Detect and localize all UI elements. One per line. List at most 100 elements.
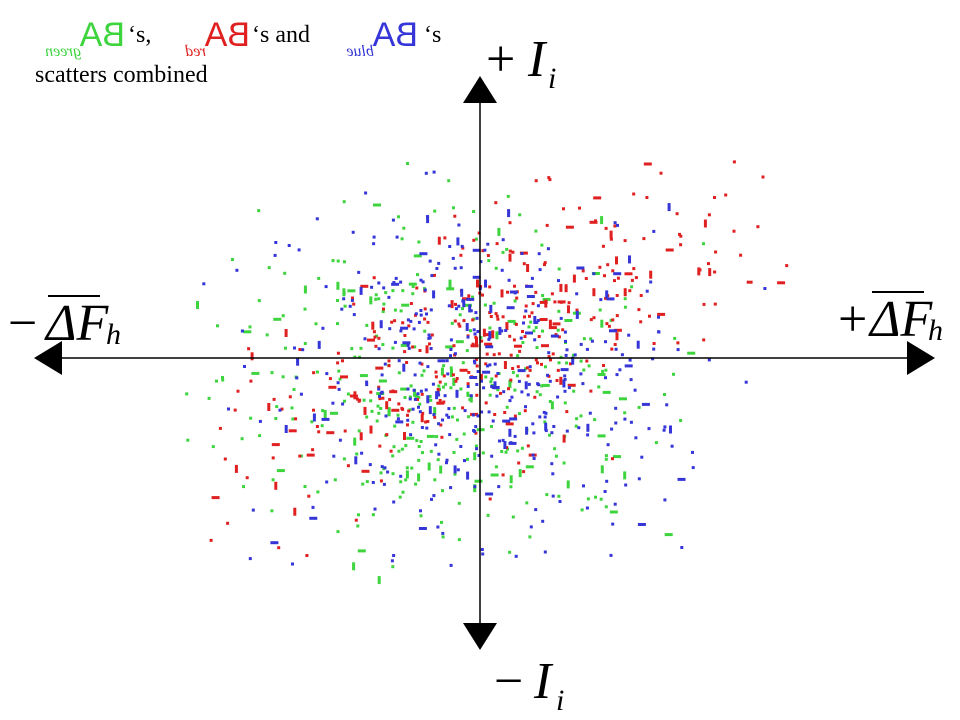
scatter-dot bbox=[567, 301, 571, 305]
scatter-dot bbox=[552, 322, 561, 326]
scatter-dot bbox=[486, 513, 490, 517]
scatter-dot bbox=[519, 251, 528, 255]
scatter-dot bbox=[663, 498, 667, 502]
scatter-dot bbox=[448, 245, 452, 248]
scatter-dot bbox=[357, 270, 361, 274]
scatter-dot bbox=[364, 191, 368, 195]
scatter-dot bbox=[542, 297, 551, 301]
scatter-dot bbox=[637, 308, 641, 312]
scatter-dot bbox=[486, 254, 490, 257]
scatter-dot bbox=[439, 423, 443, 427]
scatter-dot bbox=[488, 363, 492, 367]
scatter-dot bbox=[432, 290, 436, 299]
scatter-dot bbox=[426, 434, 435, 438]
scatter-dot bbox=[615, 314, 619, 318]
scatter-dot bbox=[413, 345, 417, 349]
title: BA green ‘s, BA red ‘s and BA blue ‘s sc… bbox=[35, 16, 441, 88]
scatter-dot bbox=[548, 178, 552, 182]
scatter-dot bbox=[562, 207, 565, 211]
scatter-dot bbox=[498, 326, 502, 335]
scatter-dot bbox=[435, 435, 439, 439]
scatter-dot bbox=[488, 331, 492, 340]
scatter-dot bbox=[508, 399, 512, 403]
scatter-dot bbox=[475, 364, 479, 368]
scatter-dot bbox=[409, 319, 413, 323]
scatter-dot bbox=[495, 394, 499, 398]
scatter-dot bbox=[303, 285, 307, 294]
scatter-dot bbox=[651, 357, 655, 361]
scatter-dot bbox=[235, 268, 239, 272]
scatter-dot bbox=[434, 375, 438, 379]
scatter-dot bbox=[473, 359, 476, 363]
scatter-dot bbox=[249, 416, 253, 420]
scatter-dot bbox=[513, 434, 517, 438]
scatter-dot bbox=[488, 497, 492, 501]
scatter-dot bbox=[567, 305, 570, 314]
scatter-dot bbox=[336, 322, 339, 326]
scatter-dot bbox=[496, 388, 500, 392]
scatter-dot bbox=[437, 452, 441, 456]
scatter-dot bbox=[502, 419, 511, 423]
scatter-dot bbox=[439, 465, 443, 474]
scatter-dot bbox=[331, 259, 335, 263]
scatter-dot bbox=[359, 346, 363, 350]
scatter-dot bbox=[474, 237, 478, 241]
scatter-dot bbox=[281, 375, 285, 379]
scatter-dot bbox=[516, 354, 520, 358]
scatter-dot bbox=[453, 266, 457, 270]
scatter-dot bbox=[330, 411, 338, 415]
scatter-dot bbox=[484, 362, 488, 366]
scatter-dot bbox=[463, 409, 467, 413]
scatter-dot bbox=[432, 170, 436, 174]
scatter-dot bbox=[413, 254, 422, 258]
subscript: h bbox=[106, 318, 121, 351]
scatter-dot bbox=[419, 313, 423, 317]
scatter-dot bbox=[445, 359, 449, 363]
scatter-dot bbox=[377, 281, 381, 285]
scatter-dot bbox=[618, 368, 622, 372]
scatter-dot bbox=[374, 293, 378, 297]
scatter-dot bbox=[543, 415, 547, 419]
scatter-dot bbox=[639, 320, 643, 324]
scatter-dot bbox=[605, 479, 609, 483]
scatter-dot bbox=[457, 322, 461, 326]
scatter-dot bbox=[480, 410, 484, 414]
scatter-dot bbox=[555, 379, 559, 382]
scatter-dot bbox=[749, 280, 753, 284]
scatter-dot bbox=[609, 230, 613, 239]
scatter-dot bbox=[567, 383, 576, 387]
scatter-dot bbox=[417, 320, 421, 324]
ba-label: BA bbox=[204, 16, 250, 54]
scatter-dot bbox=[257, 299, 261, 303]
scatter-dot bbox=[303, 307, 307, 311]
scatter-dot bbox=[533, 395, 537, 399]
scatter-dot bbox=[280, 407, 284, 411]
scatter-dot bbox=[411, 345, 415, 349]
scatter-dot bbox=[504, 450, 508, 454]
scatter-dot bbox=[453, 214, 457, 218]
scatter-dot bbox=[451, 373, 455, 377]
scatter-dot bbox=[501, 238, 505, 242]
scatter-dot bbox=[350, 347, 354, 351]
scatter-dot bbox=[535, 390, 539, 394]
scatter-dot bbox=[427, 333, 431, 337]
scatter-dot bbox=[550, 292, 554, 296]
scatter-dot bbox=[724, 193, 728, 197]
scatter-dot bbox=[382, 302, 386, 306]
scatter-dot bbox=[609, 237, 613, 241]
scatter-dot bbox=[509, 485, 513, 489]
scatter-dot bbox=[403, 350, 407, 354]
scatter-dot bbox=[420, 392, 424, 396]
scatter-dot bbox=[473, 361, 477, 365]
scatter-dot bbox=[424, 171, 428, 175]
scatter-dot bbox=[652, 229, 656, 233]
scatter-dot bbox=[577, 426, 581, 430]
scatter-dot bbox=[450, 415, 454, 419]
scatter-dot bbox=[544, 411, 548, 415]
scatter-dot bbox=[441, 385, 445, 389]
scatter-dot bbox=[475, 337, 478, 346]
scatter-dot bbox=[600, 216, 604, 225]
scatter-dot bbox=[404, 444, 408, 448]
arrow-down bbox=[463, 623, 497, 650]
scatter-dot bbox=[386, 470, 390, 474]
